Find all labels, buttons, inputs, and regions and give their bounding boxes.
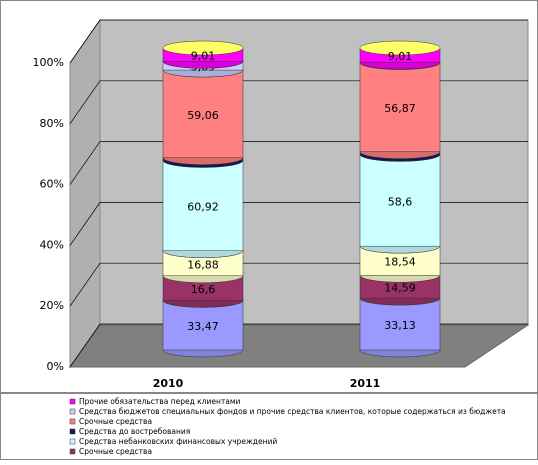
legend-label: Средства небанковских финансовых учрежде… — [79, 437, 277, 446]
legend-swatch — [70, 409, 75, 414]
legend-label: Средства бюджетов специальных фондов и п… — [79, 407, 506, 416]
y-tick-label: 80% — [40, 117, 64, 130]
y-tick-label: 60% — [40, 178, 64, 191]
legend-swatch — [70, 449, 75, 454]
side-wall — [70, 20, 100, 367]
value-label: 18,54 — [384, 256, 416, 269]
y-tick-label: 100% — [33, 56, 64, 69]
value-label: 56,87 — [384, 102, 416, 115]
value-label: 33,47 — [187, 320, 219, 333]
value-label: 9,01 — [388, 50, 413, 63]
legend-swatch — [70, 399, 75, 404]
value-label: 58,6 — [388, 195, 413, 208]
legend-label: Срочные средства — [79, 447, 152, 456]
legend-swatch — [70, 419, 75, 424]
x-tick-label: 2010 — [153, 377, 184, 390]
value-label: 60,92 — [187, 201, 219, 214]
value-label: 59,06 — [187, 109, 219, 122]
value-label: 16,6 — [191, 283, 216, 296]
y-tick-label: 0% — [47, 360, 64, 373]
value-label: 16,88 — [187, 258, 219, 271]
x-tick-label: 2011 — [350, 377, 381, 390]
legend-label: Срочные средства — [79, 417, 152, 426]
value-label: 9,01 — [191, 50, 216, 63]
legend-swatch — [70, 439, 75, 444]
legend-swatch — [70, 429, 75, 434]
floor — [70, 325, 528, 367]
y-tick-label: 20% — [40, 299, 64, 312]
legend-label: Прочие обязательства перед клиентами — [79, 397, 240, 406]
value-label: 33,13 — [384, 319, 416, 332]
y-tick-label: 40% — [40, 238, 64, 251]
legend-label: Средства до востребования — [79, 427, 190, 436]
value-label: 14,59 — [384, 282, 416, 295]
